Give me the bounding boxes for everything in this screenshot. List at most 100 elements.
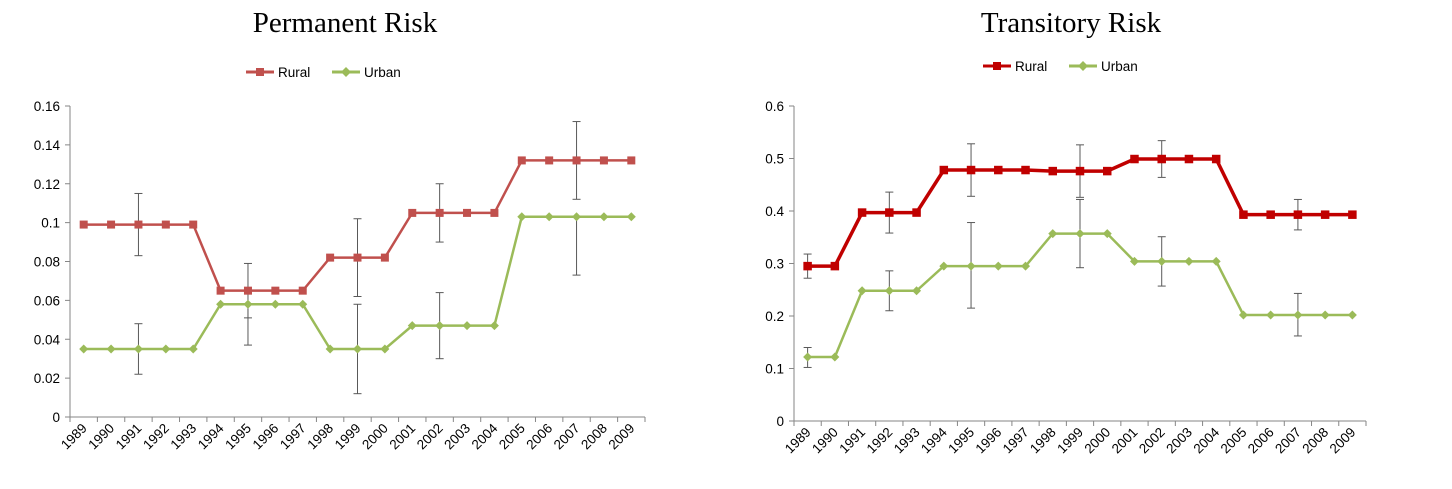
x-tick-label: 1996 xyxy=(973,425,1005,457)
point-rural xyxy=(243,286,252,295)
point-urban xyxy=(1075,229,1085,239)
y-tick-label: 0.16 xyxy=(34,99,60,114)
x-tick-label: 1994 xyxy=(918,424,950,456)
x-tick-label: 1999 xyxy=(1054,425,1086,457)
series-urban xyxy=(803,198,1357,368)
x-tick-label: 2002 xyxy=(414,421,446,453)
point-rural xyxy=(380,253,389,262)
point-urban xyxy=(517,212,527,222)
point-rural xyxy=(463,208,472,217)
x-tick-label: 1995 xyxy=(945,425,977,457)
point-urban xyxy=(1102,229,1112,239)
point-rural xyxy=(517,156,526,165)
x-tick-label: 1994 xyxy=(195,420,227,452)
point-urban xyxy=(884,286,894,296)
point-rural xyxy=(1211,154,1221,164)
chart-svg: Transitory Risk Rural Urban 0 0.1 0.2 0.3 0.4 0.… xyxy=(765,7,1367,457)
x-tick-label: 2005 xyxy=(1218,425,1250,457)
x-tick-label: 1989 xyxy=(58,421,90,453)
point-rural xyxy=(134,220,143,229)
point-urban xyxy=(1293,310,1303,320)
legend: Rural Urban xyxy=(983,59,1138,74)
x-tick-label: 2009 xyxy=(1327,425,1359,457)
point-rural xyxy=(1348,210,1357,219)
x-tick-label: 2000 xyxy=(359,421,391,453)
y-tick-label: 0.5 xyxy=(765,152,784,167)
x-tick-label: 1990 xyxy=(85,421,117,453)
x-tick-label: 2003 xyxy=(1163,425,1195,457)
series-rural xyxy=(803,140,1357,279)
point-rural xyxy=(1266,210,1275,219)
x-tick-label: 2004 xyxy=(469,420,501,452)
point-urban xyxy=(298,299,308,309)
point-rural xyxy=(599,156,608,165)
point-rural xyxy=(939,165,949,175)
point-urban xyxy=(966,261,976,271)
x-tick-label: 2007 xyxy=(551,421,583,453)
x-tick-label: 2005 xyxy=(496,421,528,453)
point-urban xyxy=(626,212,636,222)
x-tick-label: 2002 xyxy=(1136,425,1168,457)
chart-svg: Permanent Risk Rural Urban 0 0.02 0.04 0.06 0.0… xyxy=(34,7,646,453)
point-urban xyxy=(462,321,472,331)
point-rural xyxy=(830,261,840,271)
point-rural xyxy=(627,156,636,165)
point-urban xyxy=(435,321,445,331)
point-rural xyxy=(1048,166,1058,176)
point-urban xyxy=(1021,261,1031,271)
x-tick-label: 1998 xyxy=(1027,425,1059,457)
series-rural xyxy=(79,121,636,319)
point-urban xyxy=(270,299,280,309)
x-tick-label: 1991 xyxy=(836,425,868,457)
x-tick-label: 1999 xyxy=(332,421,364,453)
point-rural xyxy=(803,261,812,271)
point-urban xyxy=(939,261,949,271)
legend-urban-label: Urban xyxy=(1101,59,1138,74)
point-rural xyxy=(326,253,335,262)
point-rural xyxy=(189,220,198,229)
point-urban xyxy=(1238,310,1248,320)
point-urban xyxy=(489,321,499,331)
point-rural xyxy=(1239,210,1248,219)
point-urban xyxy=(803,352,813,362)
x-tick-label: 1998 xyxy=(304,421,336,453)
y-tick-label: 0.06 xyxy=(34,293,60,308)
point-rural xyxy=(1075,166,1085,176)
point-rural xyxy=(435,208,444,217)
y-tick-label: 0 xyxy=(776,414,784,429)
x-tick-label: 1996 xyxy=(250,421,282,453)
point-rural xyxy=(490,208,499,217)
point-urban xyxy=(599,212,609,222)
point-urban xyxy=(1157,256,1167,266)
y-tick-label: 0.02 xyxy=(34,371,60,386)
transitory-risk-chart: Transitory Risk Rural Urban 0 0.1 0.2 0.3 0.4 0.… xyxy=(726,0,1452,489)
point-rural xyxy=(353,253,362,262)
point-urban xyxy=(1211,256,1221,266)
x-tick-label: 2006 xyxy=(1245,425,1277,457)
x-tick-label: 2001 xyxy=(387,421,419,453)
legend-urban-label: Urban xyxy=(364,65,401,80)
point-urban xyxy=(1320,310,1330,320)
x-tick-label: 2008 xyxy=(1299,425,1331,457)
point-urban xyxy=(161,344,171,354)
point-rural xyxy=(298,286,307,295)
point-rural xyxy=(885,208,894,217)
point-urban xyxy=(216,299,226,309)
permanent-risk-chart: Permanent Risk Rural Urban 0 0.02 0.04 0.06 0.0… xyxy=(34,7,646,453)
x-tick-label: 1997 xyxy=(1000,425,1032,457)
point-rural xyxy=(1130,154,1139,164)
point-urban xyxy=(1129,256,1139,266)
x-tick-label: 2008 xyxy=(578,421,610,453)
x-tick-label: 2006 xyxy=(523,421,555,453)
point-urban xyxy=(353,344,362,354)
x-tick-label: 2000 xyxy=(1082,425,1114,457)
chart-title: Permanent Risk xyxy=(253,7,438,39)
y-tick-label: 0.08 xyxy=(34,255,60,270)
point-rural xyxy=(857,208,867,217)
point-urban xyxy=(380,344,390,354)
point-rural xyxy=(107,220,116,229)
point-urban xyxy=(407,321,417,331)
point-urban xyxy=(993,261,1003,271)
y-tick-label: 0.4 xyxy=(765,204,784,219)
y-tick-label: 0.14 xyxy=(34,138,61,153)
